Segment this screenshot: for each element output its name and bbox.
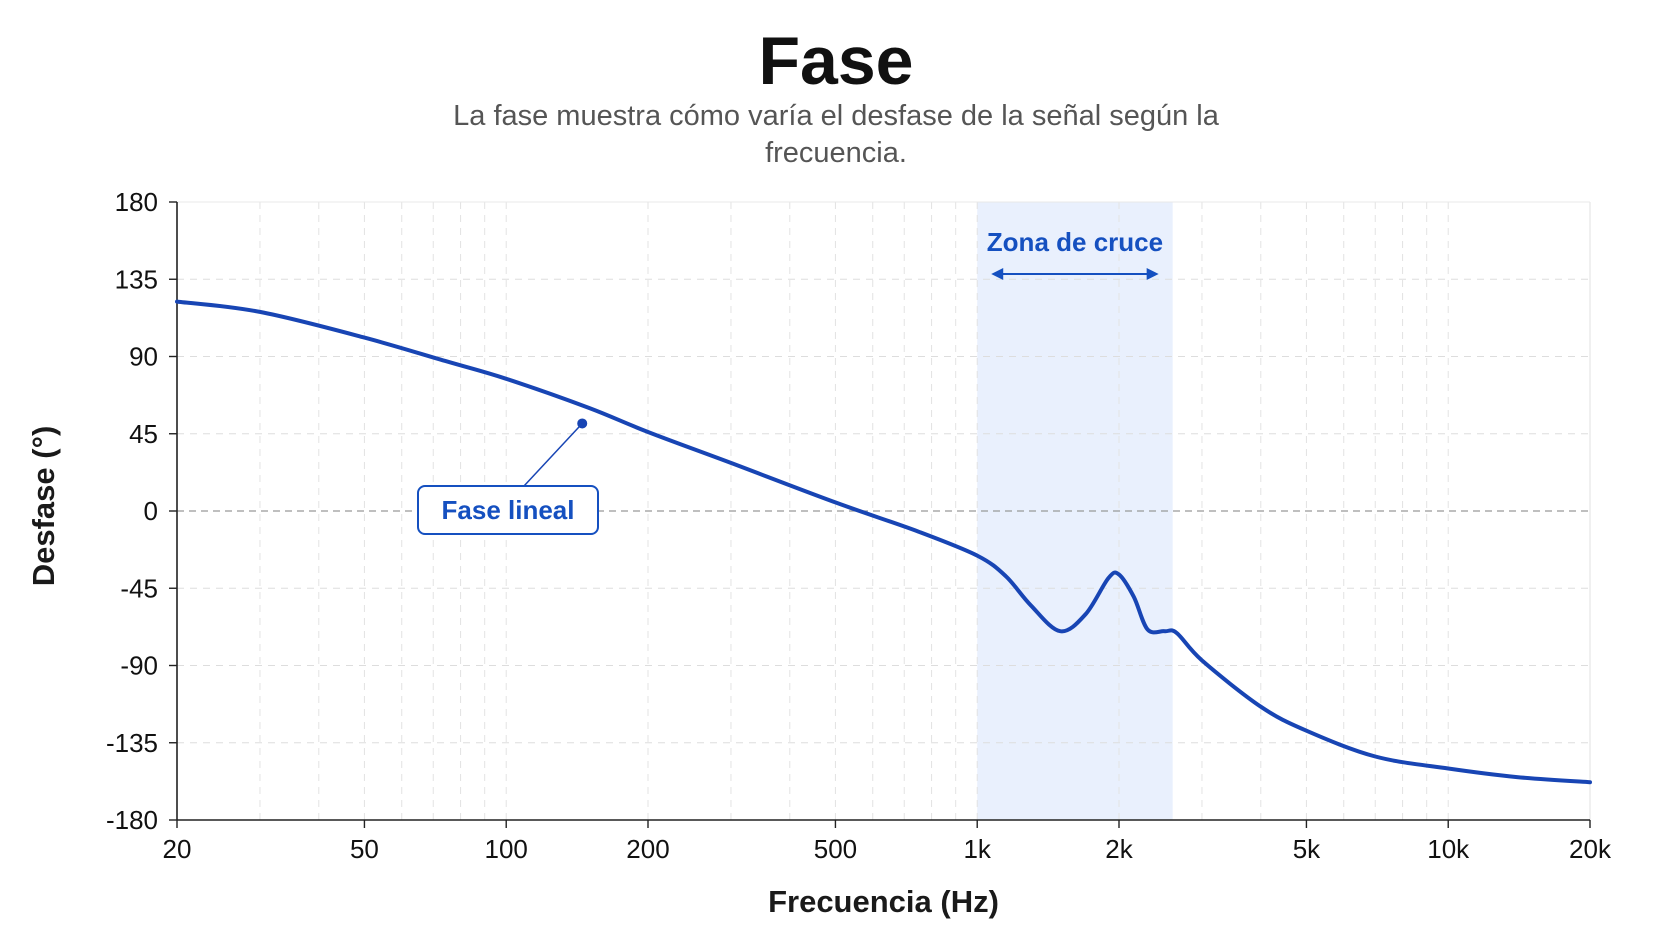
x-tick-label: 20k — [1569, 834, 1612, 864]
y-tick-label: 135 — [115, 264, 158, 294]
y-tick-label: 0 — [144, 496, 158, 526]
x-tick-label: 20 — [163, 834, 192, 864]
y-tick-label: 90 — [129, 342, 158, 372]
linear-phase-callout: Fase lineal — [417, 418, 599, 535]
x-tick-label: 50 — [350, 834, 379, 864]
x-tick-label: 200 — [626, 834, 669, 864]
crossover-zone-label: Zona de cruce — [987, 227, 1163, 257]
y-tick-label: -180 — [106, 805, 158, 835]
callout-box — [417, 485, 599, 535]
x-tick-label: 100 — [485, 834, 528, 864]
arrowhead-left-icon — [991, 268, 1004, 280]
x-tick-label: 5k — [1293, 834, 1321, 864]
y-tick-label: 180 — [115, 187, 158, 217]
y-tick-label: 45 — [129, 419, 158, 449]
y-axis-label: Desfase (°) — [26, 426, 61, 587]
y-tick-label: -90 — [120, 651, 158, 681]
crossover-zone-annotation: Zona de cruce — [987, 227, 1163, 280]
x-tick-label: 500 — [814, 834, 857, 864]
chart-subtitle: La fase muestra cómo varía el desfase de… — [453, 100, 1219, 169]
x-axis-label: Frecuencia (Hz) — [768, 884, 999, 919]
y-tick-label: -135 — [106, 728, 158, 758]
x-tick-label: 10k — [1427, 834, 1470, 864]
x-tick-label: 1k — [963, 834, 991, 864]
y-axis-ticks: 180 135 90 45 0 -45 -90 -135 -180 — [106, 187, 177, 835]
phase-curve — [175, 299, 1592, 785]
callout-leader-line — [523, 422, 583, 487]
arrowhead-right-icon — [1146, 268, 1159, 280]
grid-lines — [177, 201, 1591, 821]
callout-label: Fase lineal — [442, 495, 575, 525]
y-tick-label: -45 — [120, 573, 158, 603]
chart-title: Fase — [758, 23, 914, 99]
x-axis-ticks: 20 50 100 200 500 1k 2k 5k 10k 20k — [163, 820, 1612, 864]
x-tick-label: 2k — [1105, 834, 1133, 864]
